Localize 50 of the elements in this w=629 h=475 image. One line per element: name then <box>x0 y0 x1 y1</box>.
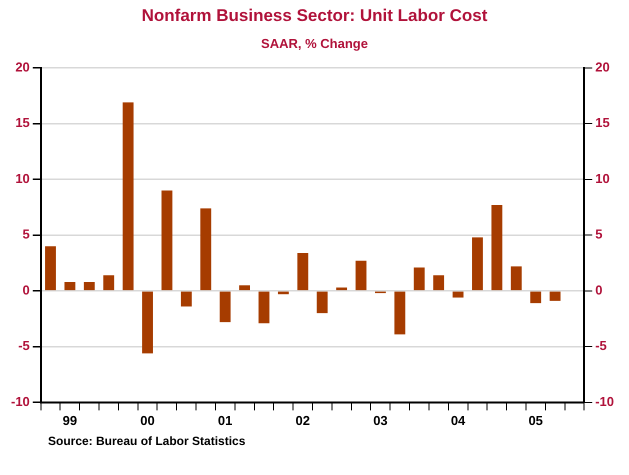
bar <box>356 260 366 290</box>
bar <box>491 204 502 290</box>
y2-tick-label: 20 <box>15 59 30 74</box>
bar <box>452 292 464 298</box>
y2-tick-label: -5 <box>18 338 30 354</box>
x-tick-label: 00 <box>140 412 155 428</box>
bar <box>510 266 522 290</box>
chart-title: Nonfarm Business Sector: Unit Labor Cost <box>140 6 488 26</box>
y2-tick-label: 5 <box>22 226 30 242</box>
y-tick-label: -10 <box>595 394 614 409</box>
y-tick-label: 0 <box>595 282 602 298</box>
source-note: Source: Bureau of Labor Statistics <box>48 434 246 448</box>
y-tick-label: 15 <box>595 115 610 130</box>
bar <box>258 292 270 324</box>
y-tick-label: 10 <box>595 170 610 186</box>
x-tick-label: 99 <box>62 412 78 428</box>
bar <box>122 102 134 290</box>
bar <box>394 292 406 334</box>
y2-tick-label: -10 <box>10 394 30 409</box>
bar <box>142 292 153 354</box>
x-tick-label: 04 <box>450 412 466 428</box>
bar <box>530 292 542 304</box>
bar <box>64 282 76 290</box>
bar <box>162 190 172 290</box>
bar <box>550 292 561 301</box>
bar <box>220 292 231 322</box>
bar <box>239 285 250 290</box>
bar <box>336 288 348 290</box>
y2-tick-label: 15 <box>15 115 30 130</box>
y2-tick-label: 0 <box>22 282 30 298</box>
x-tick-label: 02 <box>296 412 310 428</box>
x-tick-label: 03 <box>373 412 388 428</box>
y2-tick-label: 10 <box>15 170 30 186</box>
chart-subtitle: SAAR, % Change <box>260 36 369 51</box>
bar <box>297 252 308 290</box>
bar <box>200 208 212 290</box>
bar <box>316 292 328 314</box>
bar <box>84 282 95 290</box>
bar <box>180 292 192 306</box>
x-tick-label: 05 <box>528 412 543 428</box>
y-tick-label: 20 <box>595 59 610 74</box>
bar <box>45 246 56 290</box>
bar <box>414 267 425 290</box>
bar <box>103 275 114 290</box>
bar <box>278 292 289 294</box>
x-tick-label: 01 <box>218 412 232 428</box>
bar <box>433 275 444 290</box>
y-tick-label: 5 <box>595 226 602 242</box>
bar <box>472 237 483 290</box>
y-tick-label: -5 <box>595 338 607 354</box>
